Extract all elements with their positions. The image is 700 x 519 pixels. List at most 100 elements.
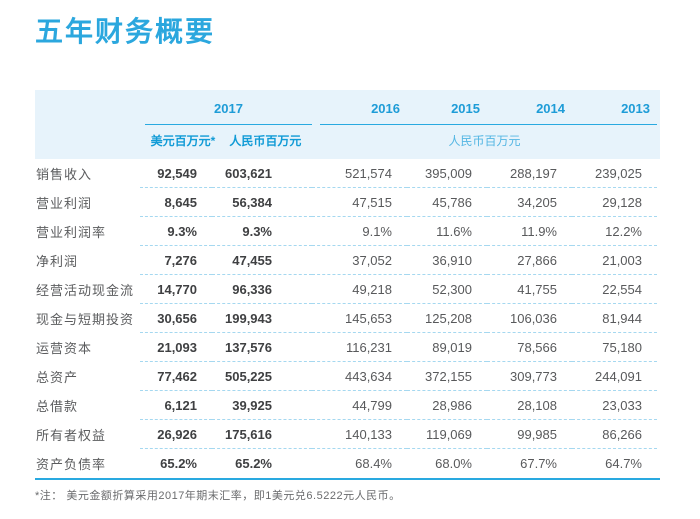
value-2014: 27,866	[487, 246, 572, 275]
table-row: 所有者权益 26,926 175,616 140,133 119,069 99,…	[35, 420, 660, 449]
value-2017-usd: 26,926	[140, 420, 212, 449]
value-2015: 125,208	[407, 304, 487, 333]
year-2014-header: 2014	[536, 101, 565, 116]
row-label: 经营活动现金流	[36, 283, 135, 298]
year-header-row: 2017 2016 2015 2014 2013	[35, 98, 660, 125]
value-2017-rmb: 39,925	[212, 391, 312, 420]
value-2017-rmb: 65.2%	[235, 456, 272, 471]
row-label: 营业利润率	[36, 225, 107, 240]
value-2016: 145,653	[312, 304, 407, 333]
usd-millions-label: 美元百万元*	[150, 134, 216, 148]
value-2015: 89,019	[407, 333, 487, 362]
value-2015: 68.0%	[435, 456, 472, 471]
table-row: 营业利润率 9.3% 9.3% 9.1% 11.6% 11.9% 12.2%	[35, 217, 660, 246]
value-2013: 21,003	[572, 246, 657, 275]
table-row: 经营活动现金流 14,770 96,336 49,218 52,300 41,7…	[35, 275, 660, 304]
value-2017-rmb: 9.3%	[212, 217, 312, 246]
value-2013: 239,025	[572, 159, 657, 188]
value-2016: 37,052	[312, 246, 407, 275]
value-2016: 140,133	[312, 420, 407, 449]
value-2013: 23,033	[572, 391, 657, 420]
value-2015: 372,155	[407, 362, 487, 391]
value-2013: 22,554	[572, 275, 657, 304]
value-2016: 443,634	[312, 362, 407, 391]
value-2013: 244,091	[572, 362, 657, 391]
value-2017-usd: 9.3%	[140, 217, 212, 246]
value-2014: 309,773	[487, 362, 572, 391]
value-2016: 521,574	[312, 159, 407, 188]
value-2014: 67.7%	[520, 456, 557, 471]
value-2013: 86,266	[572, 420, 657, 449]
value-2017-usd: 77,462	[140, 362, 212, 391]
rmb-millions-group-label: 人民币百万元	[448, 134, 521, 148]
value-2016: 68.4%	[355, 456, 392, 471]
exchange-rate-footnote: *注： 美元金额折算采用2017年期末汇率，即1美元兑6.5222元人民币。	[35, 490, 401, 502]
value-2016: 9.1%	[312, 217, 407, 246]
table-row: 总资产 77,462 505,225 443,634 372,155 309,7…	[35, 362, 660, 391]
value-2016: 116,231	[312, 333, 407, 362]
year-2015-header: 2015	[451, 101, 480, 116]
value-2013: 75,180	[572, 333, 657, 362]
value-2017-rmb: 505,225	[212, 362, 312, 391]
prior-years-header-group: 2016 2015 2014 2013	[320, 98, 657, 125]
value-2015: 45,786	[407, 188, 487, 217]
currency-subheader-2017: 美元百万元* 人民币百万元	[140, 132, 312, 149]
value-2014: 288,197	[487, 159, 572, 188]
table-row: 资产负债率 65.2% 65.2% 68.4% 68.0% 67.7% 64.7…	[35, 449, 660, 478]
currency-subheader-row: 美元百万元* 人民币百万元 人民币百万元	[35, 125, 660, 149]
value-2015: 11.6%	[407, 217, 487, 246]
table-row: 总借款 6,121 39,925 44,799 28,986 28,108 23…	[35, 391, 660, 420]
page-title: 五年财务概要	[35, 16, 216, 47]
year-2017-header: 2017	[145, 98, 312, 125]
year-2016-header: 2016	[371, 101, 400, 116]
value-2013: 81,944	[572, 304, 657, 333]
value-2013: 29,128	[572, 188, 657, 217]
value-2014: 11.9%	[487, 217, 572, 246]
value-2017-usd: 6,121	[140, 391, 212, 420]
table-row: 净利润 7,276 47,455 37,052 36,910 27,866 21…	[35, 246, 660, 275]
value-2017-rmb: 603,621	[212, 159, 312, 188]
value-2014: 78,566	[487, 333, 572, 362]
value-2013: 64.7%	[605, 456, 642, 471]
value-2016: 49,218	[312, 275, 407, 304]
row-label: 净利润	[36, 254, 79, 269]
table-body: 销售收入 92,549 603,621 521,574 395,009 288,…	[35, 159, 660, 480]
row-label: 总资产	[36, 370, 79, 385]
value-2016: 44,799	[312, 391, 407, 420]
value-2014: 34,205	[487, 188, 572, 217]
value-2017-usd: 7,276	[140, 246, 212, 275]
row-label: 总借款	[36, 399, 79, 414]
value-2017-rmb: 175,616	[212, 420, 312, 449]
table-row: 运营资本 21,093 137,576 116,231 89,019 78,56…	[35, 333, 660, 362]
table-header: 2017 2016 2015 2014 2013 美元百万元* 人民币百万元 人…	[35, 90, 660, 159]
row-label: 销售收入	[36, 167, 93, 182]
value-2017-usd: 14,770	[140, 275, 212, 304]
value-2014: 41,755	[487, 275, 572, 304]
value-2014: 28,108	[487, 391, 572, 420]
header-spacer	[35, 98, 140, 125]
value-2017-rmb: 137,576	[212, 333, 312, 362]
value-2013: 12.2%	[572, 217, 657, 246]
value-2017-rmb: 56,384	[212, 188, 312, 217]
value-2017-rmb: 199,943	[212, 304, 312, 333]
table-row: 营业利润 8,645 56,384 47,515 45,786 34,205 2…	[35, 188, 660, 217]
value-2016: 47,515	[312, 188, 407, 217]
row-label: 运营资本	[36, 341, 93, 356]
header-spacer	[35, 132, 140, 149]
table-row: 销售收入 92,549 603,621 521,574 395,009 288,…	[35, 159, 660, 188]
row-label: 所有者权益	[36, 428, 107, 443]
value-2017-rmb: 96,336	[212, 275, 312, 304]
value-2017-usd: 8,645	[140, 188, 212, 217]
value-2017-usd: 30,656	[140, 304, 212, 333]
value-2014: 99,985	[487, 420, 572, 449]
value-2015: 119,069	[407, 420, 487, 449]
value-2015: 36,910	[407, 246, 487, 275]
value-2015: 52,300	[407, 275, 487, 304]
value-2015: 28,986	[407, 391, 487, 420]
value-2017-usd: 92,549	[140, 159, 212, 188]
row-label: 营业利润	[36, 196, 93, 211]
financial-summary-table: 2017 2016 2015 2014 2013 美元百万元* 人民币百万元 人…	[35, 90, 660, 480]
row-label: 现金与短期投资	[36, 312, 135, 327]
value-2017-rmb: 47,455	[212, 246, 312, 275]
